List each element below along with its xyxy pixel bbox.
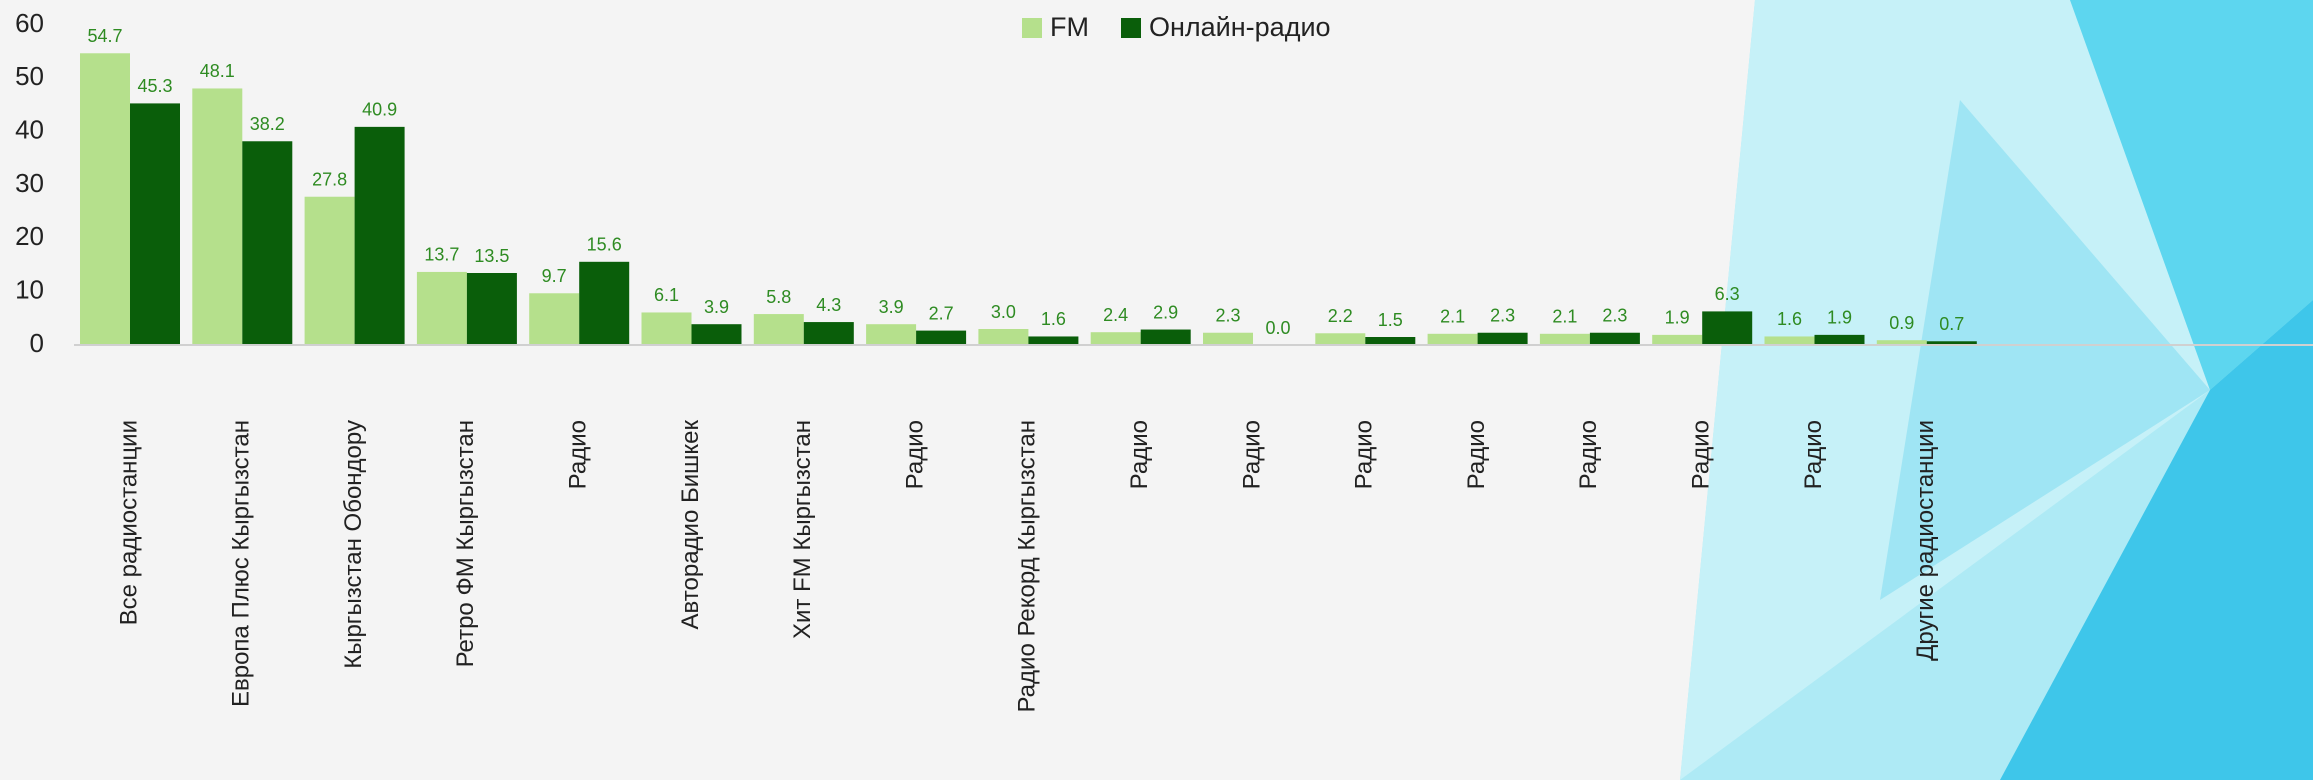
bar <box>1589 332 1640 345</box>
data-label: 9.7 <box>542 266 567 286</box>
data-label: 48.1 <box>200 61 235 81</box>
x-tick-label: Хит FM Кыргызстан <box>789 420 816 639</box>
bar <box>130 103 180 346</box>
data-label: 38.2 <box>250 114 285 134</box>
bar <box>1140 329 1191 345</box>
data-label: 2.1 <box>1552 307 1577 327</box>
data-label: 0.9 <box>1889 313 1914 333</box>
bar <box>80 53 130 346</box>
bar <box>1764 336 1815 345</box>
data-label: 5.8 <box>766 287 791 307</box>
x-tick-label: Радио <box>1575 420 1602 489</box>
data-label: 45.3 <box>137 76 172 96</box>
data-label: 1.6 <box>1041 309 1066 329</box>
x-tick-label: Радио <box>1351 420 1378 489</box>
y-tick-label: 40 <box>15 115 44 145</box>
bar <box>1814 334 1865 345</box>
y-tick-label: 20 <box>15 221 44 251</box>
data-label: 2.3 <box>1490 305 1515 325</box>
data-label: 13.7 <box>424 245 459 265</box>
bar <box>579 261 630 345</box>
bar <box>1539 333 1590 345</box>
bar <box>803 322 854 345</box>
legend-swatch <box>1022 18 1042 38</box>
data-label: 3.0 <box>991 302 1016 322</box>
bar <box>916 330 967 345</box>
y-tick-label: 10 <box>15 275 44 305</box>
x-tick-label: Радио <box>901 420 928 489</box>
x-tick-label: Другие радиостанции <box>1912 420 1939 661</box>
bar <box>354 126 405 345</box>
x-tick-label: Радио <box>1463 420 1490 489</box>
bar <box>1315 333 1366 345</box>
y-tick-label: 30 <box>15 168 44 198</box>
x-tick-label: Ретро ФМ Кыргызстан <box>452 420 479 667</box>
data-label: 3.9 <box>704 297 729 317</box>
y-tick-label: 50 <box>15 61 44 91</box>
data-label: 2.7 <box>929 303 954 323</box>
data-label: 2.3 <box>1215 305 1240 325</box>
data-label: 15.6 <box>587 235 622 255</box>
bar <box>1652 334 1703 345</box>
legend-label: Онлайн-радио <box>1149 12 1331 42</box>
data-label: 1.9 <box>1665 308 1690 328</box>
x-tick-label: Радио <box>1688 420 1715 489</box>
bar <box>1702 311 1753 345</box>
y-tick-label: 60 <box>15 8 44 38</box>
bar <box>1203 332 1253 345</box>
bar <box>1090 332 1141 345</box>
legend-swatch <box>1121 18 1141 38</box>
data-label: 2.4 <box>1103 305 1128 325</box>
bar <box>641 312 692 345</box>
bar <box>1365 337 1416 345</box>
bar <box>1926 341 1977 345</box>
data-label: 0.7 <box>1939 314 1964 334</box>
bar <box>1477 332 1528 345</box>
data-label: 2.9 <box>1153 302 1178 322</box>
data-label: 1.5 <box>1378 310 1403 330</box>
bar <box>1028 336 1079 345</box>
bar <box>866 324 917 345</box>
x-tick-label: Все радиостанции <box>115 420 142 625</box>
data-label: 6.3 <box>1715 284 1740 304</box>
data-label: 1.9 <box>1827 308 1852 328</box>
bar <box>304 196 355 345</box>
legend-label: FM <box>1050 12 1089 42</box>
x-tick-label: Радио Рекорд Кыргызстан <box>1014 420 1041 713</box>
bar <box>192 88 243 345</box>
data-label: 54.7 <box>87 26 122 46</box>
data-label: 13.5 <box>474 246 509 266</box>
x-tick-label: Кыргызстан Обондору <box>340 420 367 669</box>
x-tick-label: Радио <box>1800 420 1827 489</box>
data-label: 6.1 <box>654 285 679 305</box>
x-tick-label: Радио <box>565 420 592 489</box>
data-label: 4.3 <box>816 295 841 315</box>
data-label: 2.2 <box>1328 306 1353 326</box>
bar <box>1427 333 1478 345</box>
data-label: 2.3 <box>1602 305 1627 325</box>
data-label: 2.1 <box>1440 307 1465 327</box>
y-tick-label: 0 <box>30 328 44 358</box>
x-tick-label: Радио <box>1238 420 1265 489</box>
bar <box>753 314 804 345</box>
bar <box>691 324 742 345</box>
x-tick-label: Европа Плюс Кыргызстан <box>228 420 255 707</box>
bar <box>529 293 580 345</box>
bar <box>978 329 1029 345</box>
bar <box>242 141 293 345</box>
bar <box>466 273 517 345</box>
data-label: 27.8 <box>312 169 347 189</box>
x-tick-label: Радио <box>1126 420 1153 489</box>
data-label: 40.9 <box>362 100 397 120</box>
bar <box>1876 340 1927 345</box>
background-decoration <box>1680 0 2313 780</box>
bar <box>416 271 467 345</box>
x-tick-label: Авторадио Бишкек <box>677 420 704 630</box>
data-label: 0.0 <box>1265 318 1290 338</box>
data-label: 3.9 <box>879 297 904 317</box>
data-label: 1.6 <box>1777 309 1802 329</box>
